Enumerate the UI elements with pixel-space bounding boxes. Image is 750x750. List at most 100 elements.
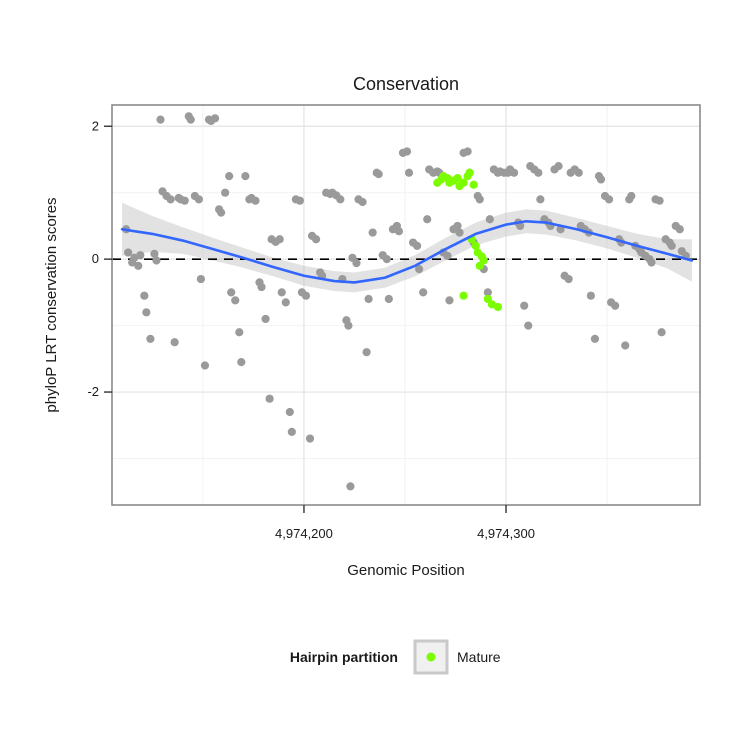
data-point-gray — [301, 291, 311, 300]
data-point-gray — [287, 427, 296, 437]
data-point-gray — [196, 274, 206, 284]
data-point-mature — [493, 302, 503, 312]
data-point-gray — [675, 225, 684, 234]
data-point-gray — [237, 358, 246, 367]
data-point-gray — [281, 298, 290, 307]
data-point-gray — [235, 328, 244, 337]
data-point-gray — [227, 288, 236, 297]
data-point-gray — [225, 171, 234, 181]
data-point-gray — [210, 114, 220, 123]
data-point-gray — [485, 215, 494, 224]
data-point-gray — [368, 228, 377, 237]
y-axis: 2 0 -2 — [87, 118, 112, 399]
data-point-gray — [453, 221, 462, 231]
data-point-gray — [142, 308, 151, 317]
data-point-gray — [419, 288, 428, 297]
x-axis: 4,974,200 4,974,300 — [275, 505, 535, 541]
data-point-gray — [413, 241, 422, 250]
data-point-gray — [475, 195, 484, 204]
data-point-gray — [621, 341, 630, 350]
data-point-gray — [384, 294, 393, 304]
data-point-gray — [265, 394, 274, 403]
data-point-gray — [536, 195, 545, 204]
data-point-gray — [611, 301, 620, 310]
data-point-gray — [455, 228, 464, 237]
data-point-gray — [180, 196, 189, 205]
data-point-gray — [445, 296, 454, 305]
data-point-gray — [346, 482, 355, 491]
data-point-mature — [453, 173, 462, 183]
data-point-gray — [166, 195, 175, 204]
data-point-gray — [443, 251, 452, 260]
data-point-gray — [170, 338, 179, 347]
data-point-gray — [156, 115, 165, 124]
data-point-mature — [469, 180, 478, 189]
data-point-gray — [194, 195, 203, 204]
data-point-gray — [415, 265, 424, 274]
data-point-gray — [152, 256, 161, 265]
data-point-gray — [554, 162, 563, 171]
data-point-gray — [402, 147, 412, 156]
data-point-gray — [275, 235, 284, 244]
data-point-gray — [150, 249, 159, 258]
y-tick-label: -2 — [87, 384, 99, 399]
legend-title: Hairpin partition — [290, 649, 398, 665]
data-point-gray — [358, 197, 367, 207]
x-tick-label: 4,974,300 — [477, 526, 535, 541]
y-axis-title: phyloP LRT conservation scores — [43, 197, 60, 412]
data-point-gray — [311, 235, 321, 244]
panel-border — [111, 104, 701, 506]
smooth-line — [120, 219, 694, 284]
data-point-gray — [231, 296, 240, 305]
data-point-mature — [459, 291, 468, 300]
data-point-gray — [221, 188, 230, 197]
data-point-gray — [604, 195, 614, 204]
data-point-gray — [344, 321, 353, 330]
data-point-gray — [423, 215, 432, 224]
data-point-gray — [382, 255, 391, 264]
data-point-gray — [352, 259, 361, 268]
data-point-gray — [394, 227, 404, 236]
data-point-gray — [627, 191, 636, 201]
data-point-gray — [374, 170, 383, 179]
x-axis-title: Genomic Position — [347, 562, 465, 579]
legend: Hairpin partition Mature — [290, 639, 501, 675]
data-point-mature — [475, 261, 484, 270]
data-point-mature — [465, 168, 474, 177]
data-point-gray — [140, 291, 149, 300]
legend-mature-dot — [426, 652, 436, 662]
data-point-gray — [667, 241, 676, 250]
data-point-gray — [295, 196, 305, 205]
data-point-gray — [285, 407, 294, 417]
data-point-gray — [136, 251, 145, 260]
data-point-gray — [364, 294, 373, 304]
data-point-gray — [277, 288, 286, 297]
y-tick-label: 2 — [92, 118, 99, 133]
y-tick-label: 0 — [92, 251, 99, 266]
data-point-gray — [146, 334, 155, 343]
legend-entry-label: Mature — [457, 649, 501, 665]
data-point-gray — [134, 261, 143, 270]
data-point-gray — [261, 314, 270, 324]
data-point-gray — [590, 334, 600, 343]
x-tick-label: 4,974,200 — [275, 526, 333, 541]
data-point-gray — [251, 196, 260, 205]
chart-title: Conservation — [353, 74, 459, 94]
data-point-gray — [305, 434, 315, 443]
data-point-gray — [655, 196, 664, 205]
data-point-mature — [471, 241, 480, 250]
data-point-gray — [483, 288, 492, 297]
data-point-gray — [586, 291, 595, 300]
data-point-gray — [362, 348, 371, 357]
data-point-gray — [564, 274, 573, 284]
data-point-gray — [647, 258, 656, 267]
data-point-gray — [186, 115, 195, 124]
data-point-gray — [217, 208, 226, 217]
data-point-gray — [200, 361, 210, 370]
data-point-gray — [574, 168, 583, 177]
data-point-gray — [510, 168, 519, 177]
data-point-gray — [596, 175, 606, 184]
data-point-gray — [257, 282, 266, 292]
